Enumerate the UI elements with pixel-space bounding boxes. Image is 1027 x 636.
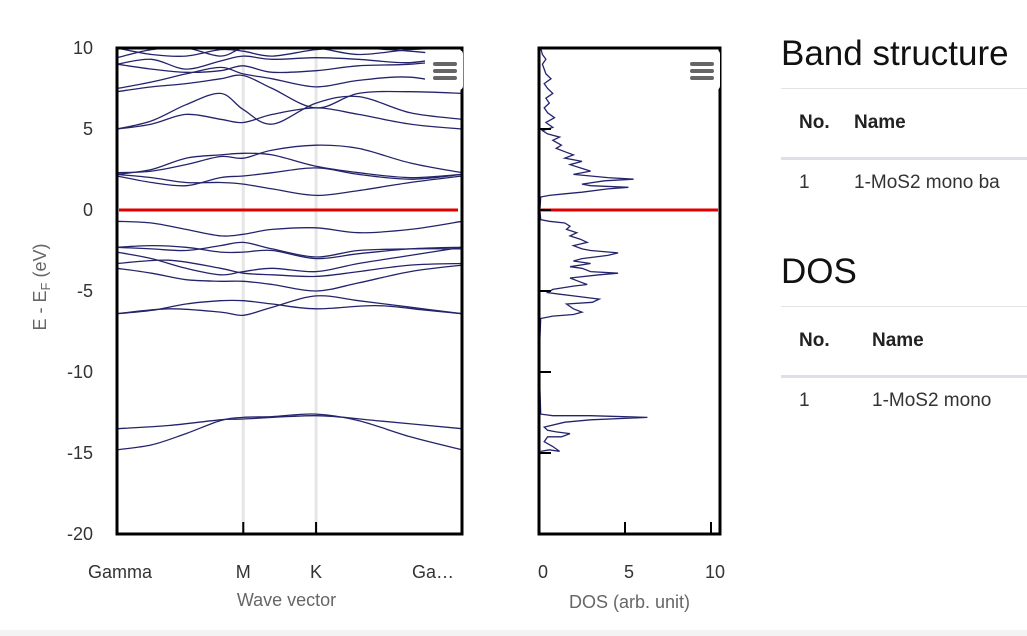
- band-line: [116, 413, 463, 451]
- y-tick-label: 0: [83, 200, 93, 220]
- dos-x-tick-label: 10: [705, 562, 725, 582]
- row-no: 1: [799, 390, 810, 411]
- band-line: [116, 173, 463, 197]
- band-line: [116, 241, 463, 258]
- y-tick-label: 10: [73, 38, 93, 58]
- y-tick-label: 5: [83, 119, 93, 139]
- band-line: [116, 415, 463, 430]
- bottom-scroll-strip: [0, 630, 1027, 636]
- dos-x-axis-title: DOS (arb. unit): [569, 592, 690, 612]
- band-structure-panel: Band structure No. Name 1 1-MoS2 mono ba: [781, 34, 1027, 206]
- band-line: [116, 58, 463, 74]
- col-no-header: No.: [799, 112, 830, 133]
- ylabel-sub: F: [38, 282, 53, 290]
- band-line: [116, 152, 463, 179]
- band-chart-menu-button[interactable]: [425, 50, 463, 90]
- dos-heading: DOS: [781, 252, 857, 291]
- band-y-axis-title: E - EF (eV): [30, 244, 53, 331]
- table-header: No. Name: [781, 307, 1027, 378]
- dos-chart: 0 5 10 DOS (arb. unit): [537, 46, 725, 612]
- band-structure-heading: Band structure: [781, 34, 1009, 73]
- x-tick-label: K: [310, 562, 322, 582]
- dos-plot-frame: [537, 46, 722, 536]
- hamburger-menu-icon: [690, 62, 714, 66]
- band-x-axis-title: Wave vector: [237, 590, 336, 610]
- row-no: 1: [799, 172, 810, 193]
- dos-y-ticks: [539, 128, 551, 454]
- table-row[interactable]: 1 1-MoS2 mono: [781, 378, 1027, 424]
- hamburger-menu-icon-bar: [433, 76, 457, 80]
- band-line: [116, 144, 463, 174]
- col-name-header: Name: [872, 330, 924, 351]
- table-row[interactable]: 1 1-MoS2 mono ba: [781, 160, 1027, 206]
- hamburger-menu-icon-bar: [690, 76, 714, 80]
- dos-panel: DOS No. Name 1 1-MoS2 mono: [781, 252, 1027, 424]
- band-line: [116, 246, 463, 276]
- band-structure-chart: 10 5 0 -5 -10 -15 -20 Gamma M K Ga… Wave vector E…: [30, 38, 464, 610]
- dos-table: No. Name 1 1-MoS2 mono: [781, 306, 1027, 424]
- hamburger-menu-icon-bar: [433, 69, 457, 73]
- band-line: [116, 53, 463, 70]
- dos-x-ticks: 0 5 10: [538, 522, 725, 582]
- x-tick-label: M: [236, 562, 251, 582]
- band-line: [116, 74, 463, 109]
- ylabel-tail: (eV): [30, 244, 50, 283]
- band-plot-frame: [115, 46, 464, 536]
- band-line: [116, 299, 463, 315]
- table-header: No. Name: [781, 89, 1027, 160]
- band-line: [116, 259, 463, 278]
- hamburger-menu-icon-bar: [690, 69, 714, 73]
- dos-x-tick-label: 5: [624, 562, 634, 582]
- y-tick-label: -5: [77, 281, 93, 301]
- x-tick-label: Ga…: [412, 562, 454, 582]
- band-line: [116, 92, 463, 130]
- row-name: 1-MoS2 mono: [872, 390, 992, 411]
- band-line: [116, 295, 463, 317]
- band-line: [116, 66, 463, 90]
- col-no-header: No.: [799, 330, 830, 351]
- hamburger-menu-icon: [433, 62, 457, 66]
- y-tick-label: -15: [67, 443, 93, 463]
- band-line: [116, 167, 463, 187]
- dos-x-tick-label: 0: [538, 562, 548, 582]
- ylabel-main: E - E: [30, 290, 50, 330]
- band-structure-table: No. Name 1 1-MoS2 mono ba: [781, 88, 1027, 206]
- band-x-ticks: Gamma M K Ga…: [88, 522, 463, 582]
- band-line: [116, 220, 463, 237]
- band-series: [116, 46, 463, 451]
- band-line: [116, 264, 463, 292]
- band-line: [116, 107, 463, 130]
- dos-series-line: [539, 47, 648, 453]
- x-tick-label: Gamma: [88, 562, 153, 582]
- y-tick-label: -20: [67, 524, 93, 544]
- dos-chart-menu-button[interactable]: [682, 50, 720, 90]
- kpoint-gridlines: [241, 48, 318, 534]
- y-tick-label: -10: [67, 362, 93, 382]
- col-name-header: Name: [854, 112, 906, 133]
- row-name: 1-MoS2 mono ba: [854, 172, 1000, 193]
- band-line: [116, 244, 463, 260]
- band-y-ticks: 10 5 0 -5 -10 -15 -20: [67, 38, 93, 544]
